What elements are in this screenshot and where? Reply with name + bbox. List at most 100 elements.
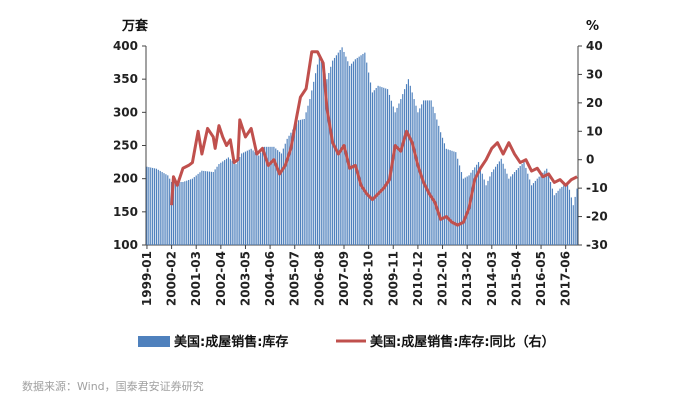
inventory-bar: [159, 170, 161, 245]
inventory-bar: [368, 72, 370, 245]
inventory-bar: [517, 168, 519, 245]
inventory-bar: [218, 164, 220, 245]
inventory-bar: [534, 180, 536, 245]
inventory-bar: [388, 94, 391, 245]
inventory-bar: [248, 149, 250, 245]
left-tick-label: 300: [113, 105, 138, 119]
inventory-bar: [398, 103, 400, 246]
inventory-bar: [549, 181, 552, 245]
inventory-bar: [326, 79, 328, 245]
inventory-bar: [146, 166, 148, 245]
inventory-bar: [297, 120, 300, 245]
inventory-bar: [188, 179, 190, 245]
inventory-bar: [409, 85, 411, 245]
inventory-bar: [436, 119, 438, 245]
inventory-bar: [366, 62, 368, 245]
inventory-bar: [404, 89, 406, 246]
x-tick-label: 2010-12: [411, 251, 425, 306]
inventory-bar: [165, 174, 167, 245]
inventory-bar: [265, 146, 267, 245]
inventory-bar: [337, 52, 339, 245]
inventory-bar: [506, 173, 508, 245]
inventory-bar: [411, 92, 413, 246]
inventory-bar: [299, 119, 301, 245]
inventory-bar: [242, 152, 245, 245]
inventory-bar: [261, 149, 264, 245]
inventory-bar: [574, 196, 576, 245]
inventory-bar: [150, 167, 152, 245]
inventory-bar: [572, 205, 574, 245]
inventory-bar: [566, 181, 569, 245]
line-series: [170, 50, 578, 227]
inventory-bar: [440, 132, 442, 245]
inventory-bar: [371, 92, 373, 246]
inventory-bar: [493, 169, 495, 245]
inventory-bar: [320, 61, 322, 245]
inventory-bar: [332, 60, 334, 246]
inventory-bar: [172, 181, 175, 245]
inventory-bar: [271, 146, 273, 245]
inventory-bar: [288, 135, 290, 245]
inventory-bar: [476, 164, 478, 245]
inventory-bar: [153, 168, 156, 245]
inventory-bar: [314, 73, 317, 245]
right-tick-label: 30: [586, 67, 603, 81]
right-tick-label: 40: [586, 39, 603, 53]
inventory-bar: [508, 178, 510, 245]
right-tick-label: 10: [586, 124, 603, 138]
inventory-bar: [229, 159, 231, 245]
inventory-bar: [568, 189, 571, 245]
inventory-bar: [216, 166, 218, 245]
inventory-bar: [381, 87, 383, 245]
x-tick-label: 2014-03: [485, 251, 499, 306]
inventory-bar: [460, 172, 463, 245]
x-tick-label: 1999-01: [140, 251, 154, 306]
inventory-bar: [521, 164, 523, 245]
left-axis-unit: 万套: [121, 18, 149, 34]
inventory-bar: [489, 176, 491, 245]
inventory-bar: [157, 169, 159, 245]
axes: 100 150 200 250 300 350 400 -30 -20 -10 0 10 20 30 40 1…: [113, 39, 608, 306]
inventory-bar: [205, 171, 207, 245]
inventory-bar: [318, 55, 320, 246]
inventory-bar: [483, 179, 485, 245]
inventory-bar: [182, 181, 184, 245]
inventory-bar: [555, 193, 557, 245]
inventory-bar: [252, 150, 254, 245]
inventory-bar: [551, 188, 553, 245]
inventory-bar: [530, 185, 533, 245]
inventory-bar: [369, 82, 372, 245]
inventory-bar: [417, 112, 419, 245]
inventory-bar: [296, 123, 298, 245]
left-tick-label: 100: [113, 238, 138, 252]
inventory-bar: [548, 175, 550, 245]
inventory-bar: [290, 132, 292, 245]
inventory-bar: [532, 183, 535, 245]
inventory-bar: [438, 125, 440, 245]
bar-series: [146, 47, 578, 246]
inventory-bar: [210, 171, 212, 245]
inventory-bar: [364, 52, 366, 245]
inventory-bar: [246, 150, 248, 245]
inventory-bar: [496, 164, 499, 245]
inventory-bar: [419, 108, 421, 245]
inventory-bar: [258, 155, 260, 245]
inventory-bar: [167, 175, 169, 245]
inventory-bar: [523, 162, 525, 245]
x-tick-label: 2007-09: [337, 251, 351, 306]
inventory-bar: [415, 105, 417, 245]
inventory-bar: [512, 174, 514, 245]
inventory-bar: [244, 151, 247, 245]
inventory-bar: [485, 185, 487, 245]
inventory-bar: [375, 88, 377, 245]
inventory-bar: [148, 167, 150, 245]
inventory-bar: [424, 100, 427, 245]
inventory-bar: [309, 99, 311, 245]
inventory-bar: [540, 174, 542, 245]
x-tick-label: 2003-05: [238, 251, 252, 306]
inventory-bar: [322, 67, 324, 245]
inventory-bar: [479, 167, 481, 245]
left-tick-label: 150: [113, 205, 138, 219]
inventory-bar: [224, 160, 226, 245]
inventory-bar: [256, 153, 258, 245]
